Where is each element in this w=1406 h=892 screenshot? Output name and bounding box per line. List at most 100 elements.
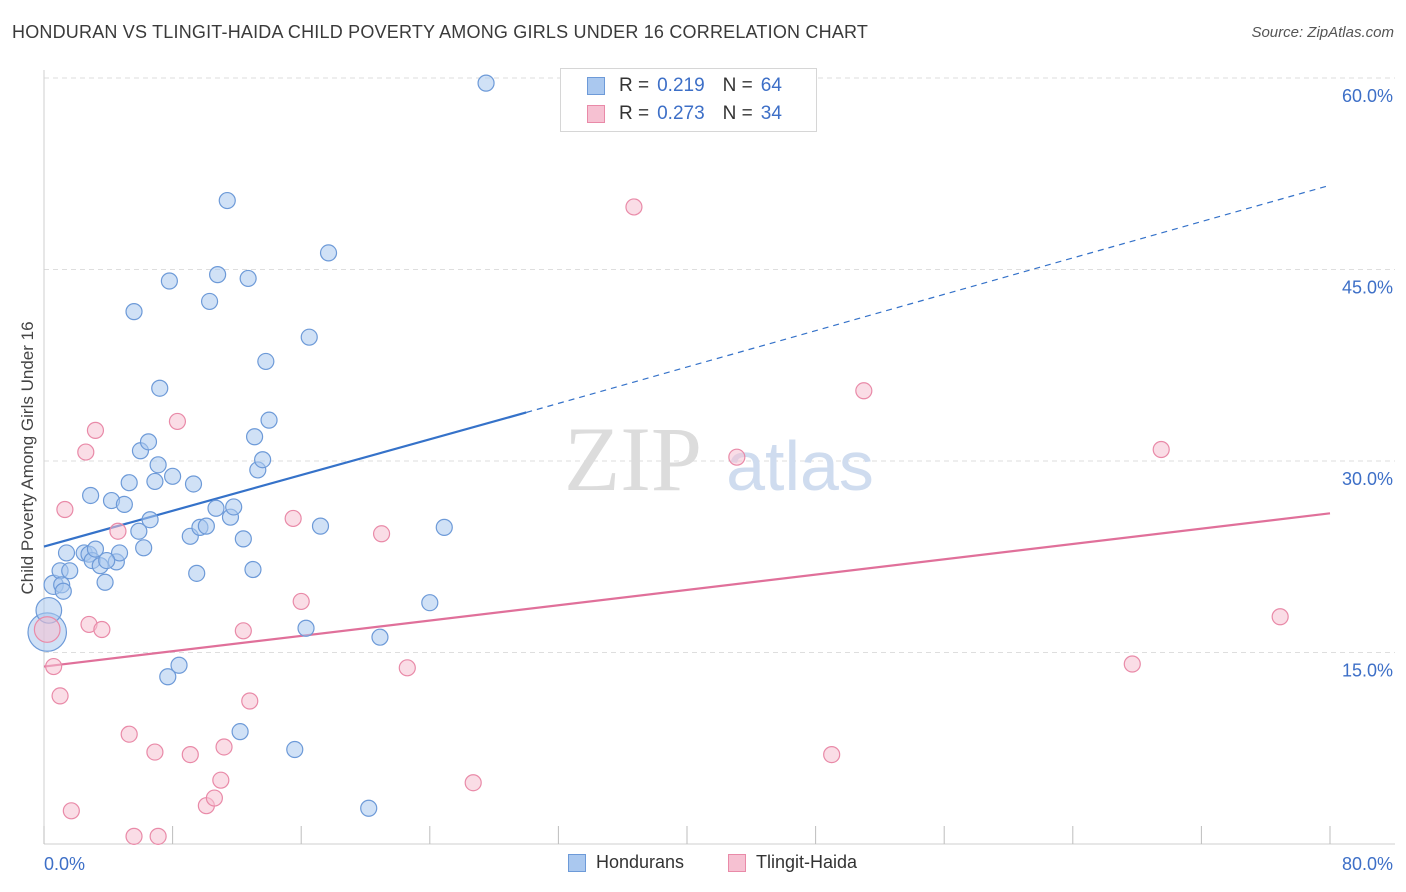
point-hondurans bbox=[115, 495, 133, 514]
y-tick-label: 60.0% bbox=[1342, 86, 1393, 106]
point-hondurans bbox=[477, 74, 495, 92]
point-hondurans bbox=[54, 582, 72, 600]
series-label-tlingit-haida: Tlingit-Haida bbox=[756, 852, 858, 872]
point-tlingit-haida bbox=[146, 743, 164, 761]
point-tlingit-haida bbox=[372, 525, 391, 543]
point-hondurans bbox=[234, 530, 252, 548]
point-tlingit-haida bbox=[109, 522, 127, 540]
y-tick-label: 30.0% bbox=[1342, 469, 1393, 489]
point-tlingit-haida bbox=[149, 827, 167, 845]
series-legend-tlingit-haida: Tlingit-Haida bbox=[728, 852, 857, 873]
y-tick-label: 15.0% bbox=[1342, 661, 1393, 681]
point-tlingit-haida bbox=[398, 659, 416, 677]
point-hondurans bbox=[149, 456, 167, 474]
point-hondurans bbox=[435, 518, 453, 536]
point-hondurans bbox=[209, 266, 227, 284]
y-axis-label: Child Poverty Among Girls Under 16 bbox=[18, 321, 37, 595]
legend-r-value: 0.219 bbox=[657, 75, 705, 96]
legend-row-hondurans: R = 0.219 N = 64 bbox=[587, 74, 782, 98]
series-label-hondurans: Hondurans bbox=[596, 852, 685, 872]
point-hondurans bbox=[120, 474, 138, 492]
point-hondurans bbox=[151, 379, 169, 397]
point-hondurans bbox=[82, 486, 100, 505]
point-hondurans bbox=[231, 723, 249, 741]
legend-swatch-pink bbox=[587, 105, 605, 123]
point-hondurans bbox=[139, 433, 158, 451]
axes bbox=[43, 70, 1395, 845]
point-hondurans bbox=[319, 244, 338, 262]
point-tlingit-haida bbox=[212, 771, 230, 789]
point-hondurans bbox=[297, 619, 315, 637]
point-tlingit-haida bbox=[728, 448, 746, 466]
point-hondurans bbox=[159, 668, 177, 686]
point-tlingit-haida bbox=[125, 827, 143, 845]
scatter-points bbox=[27, 74, 1289, 845]
point-tlingit-haida bbox=[168, 412, 187, 431]
trend-lines bbox=[43, 184, 1331, 668]
point-hondurans bbox=[311, 517, 330, 535]
legend-r-value: 0.273 bbox=[657, 103, 705, 124]
point-tlingit-haida bbox=[1152, 440, 1170, 459]
point-tlingit-haida bbox=[241, 692, 259, 710]
point-hondurans bbox=[170, 656, 188, 674]
point-hondurans bbox=[239, 269, 257, 288]
point-hondurans bbox=[141, 511, 159, 529]
point-hondurans bbox=[160, 272, 178, 290]
legend-r-label: R = bbox=[619, 103, 650, 124]
point-hondurans bbox=[260, 411, 278, 429]
point-hondurans bbox=[254, 451, 272, 469]
legend-n-value: 34 bbox=[760, 103, 782, 124]
point-hondurans bbox=[146, 472, 164, 491]
point-hondurans bbox=[96, 573, 114, 591]
point-hondurans bbox=[110, 544, 129, 562]
point-tlingit-haida bbox=[215, 738, 233, 756]
legend-swatch-blue bbox=[587, 77, 605, 95]
point-hondurans bbox=[125, 303, 143, 321]
point-hondurans bbox=[218, 191, 236, 210]
point-hondurans bbox=[130, 522, 148, 540]
point-hondurans bbox=[286, 740, 304, 759]
point-hondurans bbox=[207, 499, 225, 517]
point-hondurans bbox=[197, 517, 215, 535]
point-tlingit-haida bbox=[625, 198, 643, 216]
point-hondurans bbox=[57, 544, 76, 562]
point-hondurans bbox=[225, 498, 243, 516]
point-tlingit-haida bbox=[823, 746, 841, 764]
point-hondurans bbox=[86, 540, 105, 558]
point-hondurans bbox=[245, 428, 264, 446]
watermark-atlas: atlas bbox=[726, 427, 874, 505]
chart-title: HONDURAN VS TLINGIT-HAIDA CHILD POVERTY … bbox=[12, 22, 869, 42]
point-tlingit-haida bbox=[284, 509, 302, 528]
legend-n-label: N = bbox=[722, 75, 753, 96]
trend-line-hondurans-projection bbox=[526, 184, 1331, 414]
zipatlas-watermark: ZIP atlas bbox=[564, 408, 874, 510]
point-tlingit-haida bbox=[45, 657, 63, 676]
source-credit: Source: ZipAtlas.com bbox=[1251, 24, 1394, 41]
point-hondurans bbox=[371, 628, 389, 646]
series-legend-hondurans: Hondurans bbox=[568, 852, 684, 873]
point-tlingit-haida bbox=[86, 421, 105, 439]
point-hondurans bbox=[360, 799, 378, 817]
tick-labels: 15.0% 30.0% 45.0% 60.0% 0.0% 80.0% bbox=[44, 86, 1393, 874]
point-hondurans bbox=[421, 594, 439, 612]
point-tlingit-haida bbox=[33, 616, 61, 643]
point-tlingit-haida bbox=[1271, 608, 1289, 626]
legend-n-label: N = bbox=[722, 103, 753, 124]
correlation-legend: R = 0.219 N = 64 R = 0.273 N = 34 bbox=[560, 68, 817, 132]
point-tlingit-haida bbox=[464, 774, 482, 792]
watermark-zip: ZIP bbox=[564, 408, 702, 510]
point-tlingit-haida bbox=[120, 725, 138, 743]
trend-line-tlingit-haida bbox=[43, 512, 1331, 668]
point-hondurans bbox=[164, 467, 182, 485]
point-tlingit-haida bbox=[62, 802, 80, 820]
point-tlingit-haida bbox=[292, 592, 310, 611]
point-hondurans bbox=[61, 562, 79, 580]
series-swatch-pink bbox=[728, 853, 746, 872]
legend-n-value: 64 bbox=[760, 75, 782, 96]
point-tlingit-haida bbox=[93, 620, 111, 639]
point-hondurans bbox=[188, 564, 206, 582]
y-tick-label: 45.0% bbox=[1342, 278, 1393, 298]
point-hondurans bbox=[257, 352, 275, 371]
point-hondurans bbox=[135, 539, 153, 557]
series-swatch-blue bbox=[568, 853, 586, 872]
